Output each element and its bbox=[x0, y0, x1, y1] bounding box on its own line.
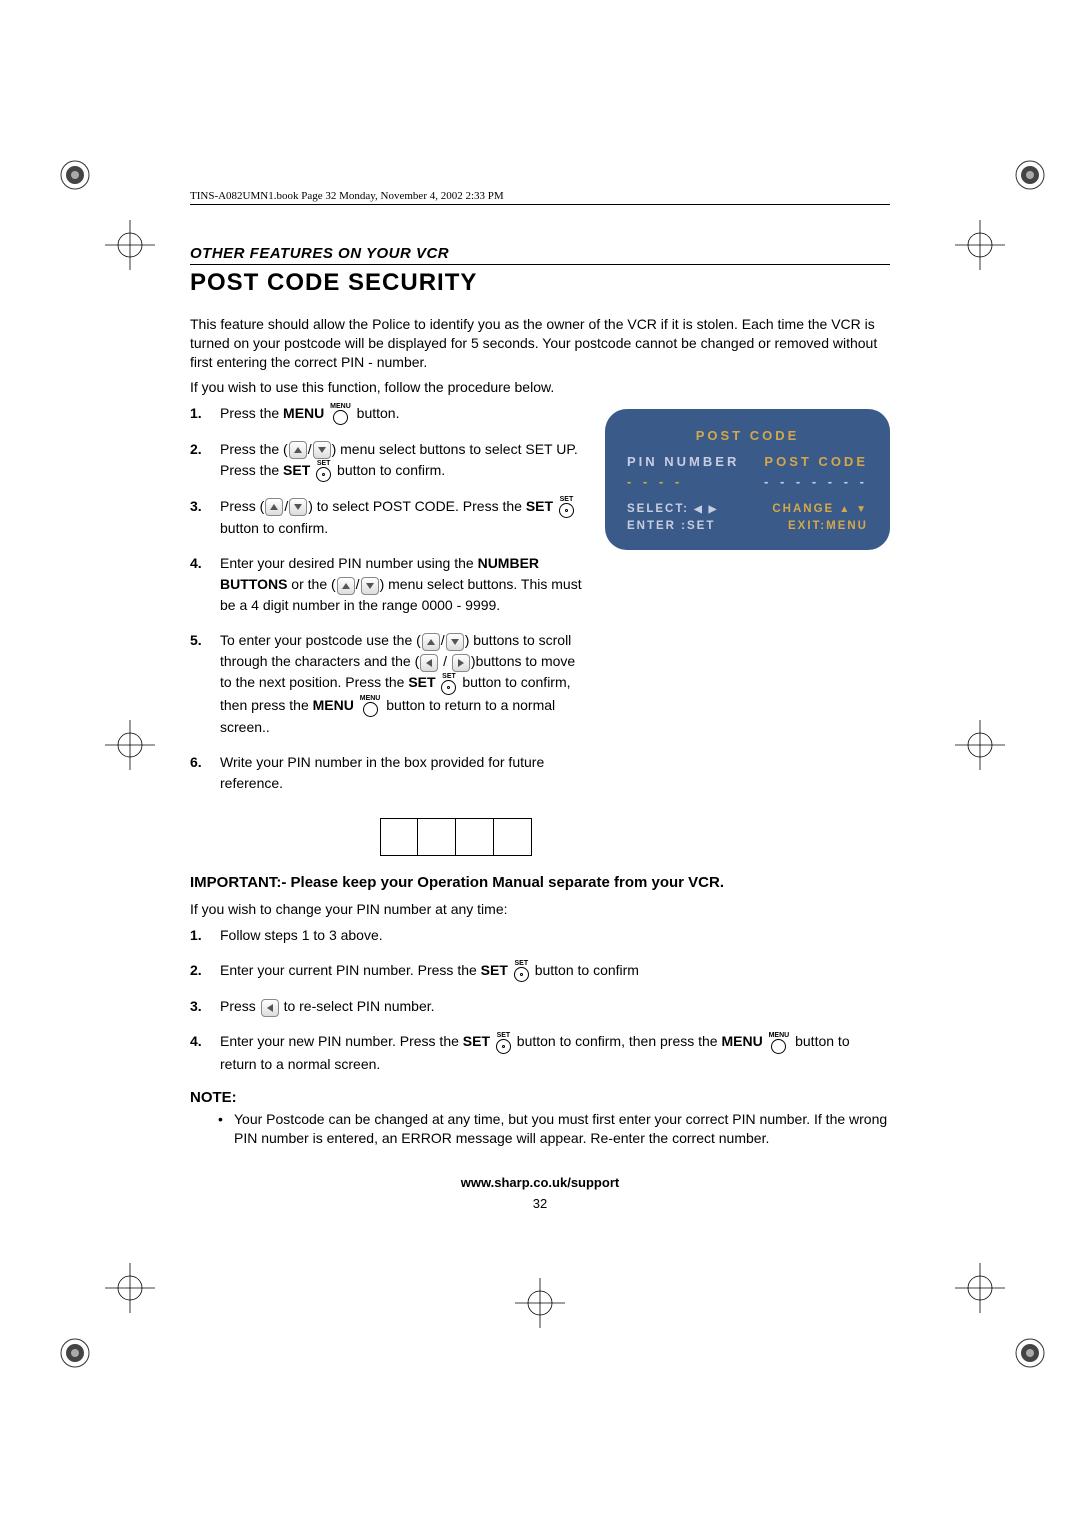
step-5: To enter your postcode use the (/) butto… bbox=[190, 630, 587, 738]
footer: www.sharp.co.uk/support 32 bbox=[190, 1175, 890, 1211]
left-arrow-icon bbox=[261, 999, 279, 1017]
step-1: Press the MENU MENU button. bbox=[190, 403, 587, 425]
crosshair-bot-c bbox=[515, 1278, 565, 1328]
reg-top-right bbox=[1010, 155, 1050, 195]
cstep-2: Enter your current PIN number. Press the… bbox=[190, 960, 890, 982]
section-label: OTHER FEATURES ON YOUR VCR bbox=[190, 245, 890, 265]
change-pin-intro: If you wish to change your PIN number at… bbox=[190, 901, 890, 917]
intro-paragraph: This feature should allow the Police to … bbox=[190, 315, 890, 372]
cstep-1: Follow steps 1 to 3 above. bbox=[190, 925, 890, 946]
set-button-icon: SET bbox=[514, 960, 529, 982]
book-header: TINS-A082UMN1.book Page 32 Monday, Novem… bbox=[190, 190, 890, 205]
right-arrow-icon bbox=[452, 654, 470, 672]
osd-title: POST CODE bbox=[627, 427, 868, 445]
osd-change: CHANGE ▲ ▼ bbox=[772, 501, 868, 518]
crosshair-top-r bbox=[955, 220, 1005, 270]
page-content: TINS-A082UMN1.book Page 32 Monday, Novem… bbox=[190, 190, 890, 1211]
reg-top-left bbox=[55, 155, 95, 195]
set-button-icon: SET bbox=[559, 496, 574, 518]
set-button-icon: SET bbox=[316, 460, 331, 482]
cstep-4: Enter your new PIN number. Press the SET… bbox=[190, 1031, 890, 1074]
down-arrow-icon bbox=[289, 498, 307, 516]
step-6: Write your PIN number in the box provide… bbox=[190, 752, 587, 794]
note-label: NOTE: bbox=[190, 1089, 890, 1106]
page-title: POST CODE SECURITY bbox=[190, 269, 890, 297]
step-3: Press (/) to select POST CODE. Press the… bbox=[190, 496, 587, 539]
osd-pin-dashes: - - - - bbox=[627, 473, 683, 491]
osd-post-dashes: - - - - - - - bbox=[764, 473, 868, 491]
note-body: Your Postcode can be changed at any time… bbox=[190, 1110, 890, 1148]
up-arrow-icon bbox=[289, 441, 307, 459]
osd-pin-label: PIN NUMBER bbox=[627, 453, 739, 471]
down-arrow-icon bbox=[446, 633, 464, 651]
step-2: Press the (/) menu select buttons to sel… bbox=[190, 439, 587, 482]
intro-procedure: If you wish to use this function, follow… bbox=[190, 378, 890, 397]
menu-button-icon: MENU bbox=[330, 403, 351, 425]
reg-bottom-right bbox=[1010, 1333, 1050, 1373]
menu-button-icon: MENU bbox=[769, 1032, 790, 1054]
page-number: 32 bbox=[190, 1196, 890, 1211]
change-steps-list: Follow steps 1 to 3 above. Enter your cu… bbox=[190, 925, 890, 1075]
footer-url: www.sharp.co.uk/support bbox=[190, 1175, 890, 1190]
up-arrow-icon bbox=[337, 577, 355, 595]
crosshair-bot-l bbox=[105, 1263, 155, 1313]
up-arrow-icon bbox=[422, 633, 440, 651]
crosshair-top bbox=[105, 220, 155, 270]
cstep-3: Press to re-select PIN number. bbox=[190, 996, 890, 1017]
crosshair-mid-l bbox=[105, 720, 155, 770]
set-button-icon: SET bbox=[496, 1032, 511, 1054]
steps-list: Press the MENU MENU button. Press the (/… bbox=[190, 403, 587, 794]
osd-post-label: POST CODE bbox=[764, 453, 868, 471]
crosshair-mid-r bbox=[955, 720, 1005, 770]
osd-screen: POST CODE PIN NUMBER POST CODE - - - - -… bbox=[605, 409, 890, 550]
osd-select: SELECT: ◀ ▶ bbox=[627, 501, 718, 518]
left-arrow-icon bbox=[420, 654, 438, 672]
up-arrow-icon bbox=[265, 498, 283, 516]
down-arrow-icon bbox=[361, 577, 379, 595]
reg-bottom-left bbox=[55, 1333, 95, 1373]
osd-exit: EXIT:MENU bbox=[788, 518, 868, 535]
down-arrow-icon bbox=[313, 441, 331, 459]
crosshair-bot-r bbox=[955, 1263, 1005, 1313]
osd-enter: ENTER :SET bbox=[627, 518, 715, 535]
step-4: Enter your desired PIN number using the … bbox=[190, 553, 587, 616]
menu-button-icon: MENU bbox=[360, 695, 381, 717]
important-notice: IMPORTANT:- Please keep your Operation M… bbox=[190, 874, 890, 891]
pin-entry-boxes bbox=[380, 818, 890, 856]
set-button-icon: SET bbox=[441, 673, 456, 695]
